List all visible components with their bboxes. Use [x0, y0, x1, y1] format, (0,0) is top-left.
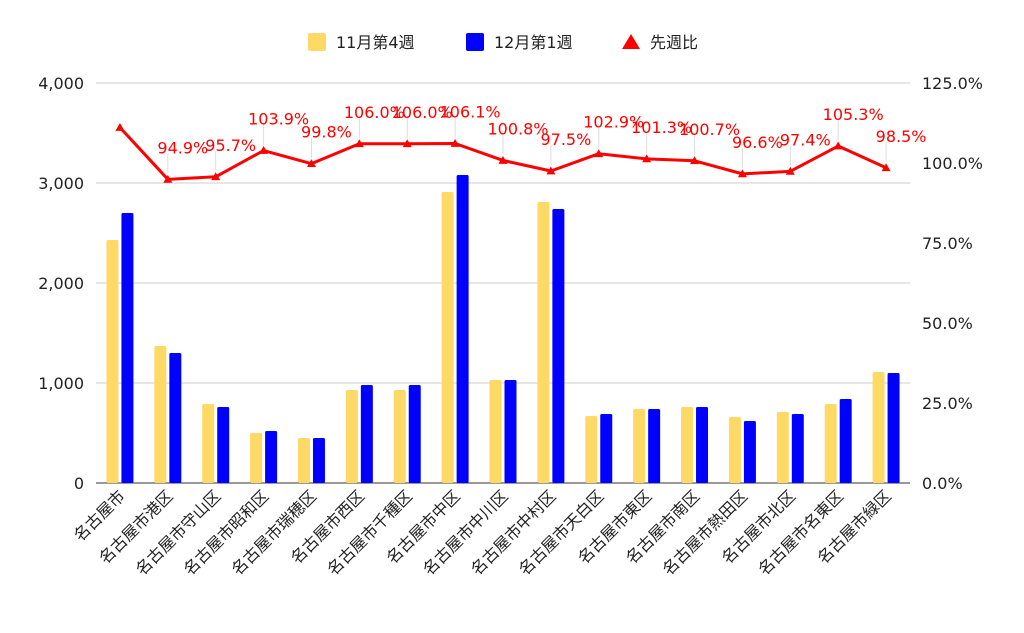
y-right-tick-label: 75.0%: [922, 234, 973, 253]
legend-swatch: [308, 33, 326, 51]
ratio-point: [402, 139, 412, 148]
bar-nov-week4: [202, 404, 215, 483]
y-left-tick-label: 2,000: [38, 274, 84, 293]
bar-dec-week1: [600, 414, 613, 483]
bar-nov-week4: [585, 416, 598, 483]
ratio-data-label: 106.0%: [344, 103, 405, 122]
y-right-tick-label: 0.0%: [922, 474, 963, 493]
x-tick-label: 名古屋市中村区: [467, 486, 560, 579]
x-tick-label: 名古屋市天白区: [515, 486, 608, 579]
ratio-data-label: 103.9%: [248, 110, 309, 129]
ratio-data-label: 96.6%: [732, 133, 783, 152]
ratio-point: [833, 141, 843, 150]
ratio-data-label: 97.5%: [540, 130, 591, 149]
y-right-tick-label: 125.0%: [922, 74, 983, 93]
ratio-data-label: 97.4%: [780, 130, 831, 149]
bar-dec-week1: [743, 421, 756, 483]
bar-dec-week1: [265, 431, 278, 483]
ratio-data-label: 102.9%: [583, 113, 644, 132]
ratio-data-label: 98.5%: [876, 127, 927, 146]
ratio-point: [690, 156, 700, 165]
y-right-tick-label: 50.0%: [922, 314, 973, 333]
ratio-point: [546, 166, 556, 175]
legend-swatch: [622, 34, 640, 49]
legend-swatch: [466, 33, 484, 51]
bar-dec-week1: [456, 175, 469, 483]
bar-nov-week4: [776, 412, 789, 483]
ratio-point: [594, 149, 604, 158]
ratio-data-label: 101.3%: [631, 118, 692, 137]
bar-dec-week1: [217, 407, 230, 483]
bar-dec-week1: [791, 414, 804, 483]
bar-nov-week4: [489, 380, 502, 483]
bar-nov-week4: [154, 346, 167, 483]
ratio-point: [115, 122, 125, 131]
y-left-tick-label: 4,000: [38, 74, 84, 93]
legend-label: 12月第1週: [494, 33, 573, 52]
ratio-point: [785, 166, 795, 175]
bar-nov-week4: [537, 202, 550, 483]
bar-nov-week4: [872, 372, 885, 483]
y-right-tick-label: 25.0%: [922, 394, 973, 413]
bar-nov-week4: [441, 192, 454, 483]
bar-nov-week4: [297, 438, 310, 483]
bar-nov-week4: [728, 417, 741, 483]
ratio-data-label: 100.7%: [679, 120, 740, 139]
legend-label: 11月第4週: [336, 33, 415, 52]
ratio-point: [737, 169, 747, 178]
bar-dec-week1: [552, 209, 565, 483]
x-tick-label: 名古屋市瑞穂区: [228, 486, 321, 579]
bar-dec-week1: [121, 213, 134, 483]
x-tick-label: 名古屋市千種区: [323, 486, 416, 579]
bar-dec-week1: [408, 385, 421, 483]
bar-nov-week4: [681, 407, 694, 483]
legend-label: 先週比: [650, 33, 698, 52]
ratio-point: [642, 154, 652, 163]
bar-nov-week4: [633, 409, 646, 483]
y-left-tick-label: 3,000: [38, 174, 84, 193]
y-left-tick-label: 0: [74, 474, 84, 493]
x-tick-label: 名古屋市熱田区: [659, 486, 752, 579]
bar-nov-week4: [250, 433, 263, 483]
ratio-point: [450, 138, 460, 147]
bar-dec-week1: [169, 353, 182, 483]
bar-nov-week4: [345, 390, 358, 483]
bar-dec-week1: [312, 438, 325, 483]
ratio-data-label: 105.3%: [823, 105, 884, 124]
bar-dec-week1: [696, 407, 709, 483]
ratio-data-label: 95.7%: [205, 136, 256, 155]
bar-dec-week1: [504, 380, 517, 483]
bar-nov-week4: [106, 240, 119, 483]
ratio-point: [881, 163, 891, 172]
ratio-point: [211, 172, 221, 181]
ratio-data-label: 106.1%: [440, 102, 501, 121]
ratio-point: [306, 159, 316, 168]
ratio-data-label: 94.9%: [157, 138, 208, 157]
x-tick-label: 名古屋市名東区: [754, 486, 847, 579]
y-right-tick-label: 100.0%: [922, 154, 983, 173]
bar-nov-week4: [824, 404, 837, 483]
ratio-point: [163, 174, 173, 183]
bar-dec-week1: [887, 373, 900, 483]
x-tick-label: 名古屋市昭和区: [180, 486, 273, 579]
ratio-data-label: 106.0%: [392, 103, 453, 122]
bar-dec-week1: [648, 409, 661, 483]
ratio-point: [498, 155, 508, 164]
x-tick-label: 名古屋市守山区: [132, 486, 225, 579]
ratio-point: [259, 146, 269, 154]
bar-nov-week4: [393, 390, 406, 483]
bar-dec-week1: [839, 399, 852, 483]
y-left-tick-label: 1,000: [38, 374, 84, 393]
ratio-point: [354, 139, 364, 148]
x-tick-label: 名古屋市中川区: [419, 486, 512, 579]
ratio-data-label: 99.8%: [301, 123, 352, 142]
bar-dec-week1: [360, 385, 373, 483]
ratio-data-label: 100.8%: [487, 119, 548, 138]
